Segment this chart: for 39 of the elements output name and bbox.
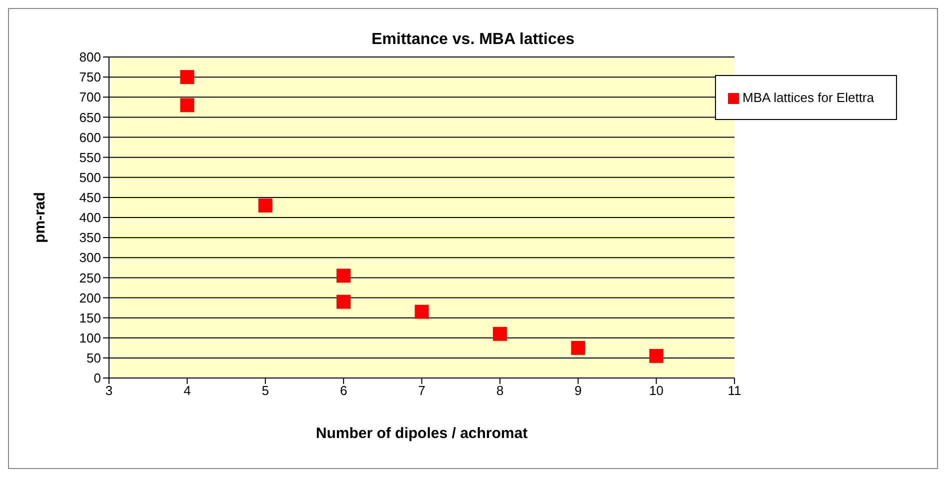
y-axis-title: pm-rad bbox=[31, 192, 48, 243]
y-tick-label: 800 bbox=[79, 50, 101, 65]
x-tick-label: 3 bbox=[105, 383, 113, 398]
y-tick-label: 700 bbox=[79, 90, 101, 105]
x-tick-label: 10 bbox=[649, 383, 664, 398]
point bbox=[258, 198, 272, 212]
x-tick-label: 6 bbox=[340, 383, 348, 398]
y-tick-label: 50 bbox=[86, 350, 101, 366]
y-tick-label: 600 bbox=[79, 130, 101, 145]
y-tick-label: 250 bbox=[79, 270, 101, 286]
y-tick-label: 550 bbox=[79, 150, 101, 165]
point bbox=[649, 348, 664, 363]
point bbox=[414, 304, 429, 319]
point bbox=[571, 340, 586, 355]
y-tick-label: 400 bbox=[79, 210, 101, 226]
y-tick-label: 0 bbox=[94, 370, 101, 386]
x-tick-label: 7 bbox=[418, 383, 426, 398]
x-tick-label: 4 bbox=[184, 383, 191, 398]
point bbox=[336, 294, 351, 309]
x-tick-label: 5 bbox=[262, 383, 269, 398]
y-tick-label: 100 bbox=[79, 330, 101, 346]
y-tick-label: 500 bbox=[79, 170, 101, 185]
legend-label: MBA lattices for Elettra bbox=[742, 90, 874, 105]
point bbox=[492, 326, 507, 341]
y-tick-label: 200 bbox=[79, 290, 101, 306]
point bbox=[180, 98, 194, 112]
y-tick-label: 650 bbox=[79, 110, 101, 125]
x-tick-label: 9 bbox=[574, 383, 582, 398]
x-axis-title: Number of dipoles / achromat bbox=[316, 425, 528, 442]
x-tick-label: 11 bbox=[728, 383, 742, 398]
y-tick-label: 150 bbox=[79, 310, 101, 326]
chart-title: Emittance vs. MBA lattices bbox=[370, 31, 576, 49]
y-tick-label: 450 bbox=[79, 190, 101, 206]
y-tick-label: 350 bbox=[79, 230, 101, 246]
x-tick-label: 8 bbox=[496, 383, 504, 398]
point bbox=[180, 70, 194, 84]
y-tick-label: 750 bbox=[79, 70, 101, 85]
y-tick-label: 300 bbox=[79, 250, 101, 266]
point bbox=[336, 268, 351, 283]
